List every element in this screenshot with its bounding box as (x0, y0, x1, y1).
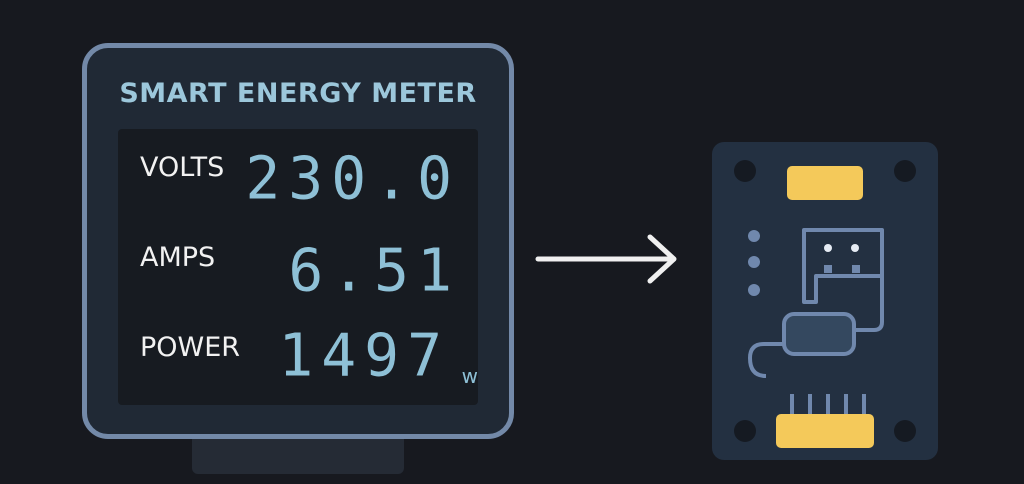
arrow-right-icon (535, 234, 677, 284)
indicator-dot (748, 256, 760, 268)
indicator-dot (748, 284, 760, 296)
bottom-connector (776, 414, 874, 448)
mount-hole (894, 420, 916, 442)
meter-display: VOLTS 230.0 AMPS 6.51 POWER 1497 w (118, 129, 478, 405)
mount-hole (734, 160, 756, 182)
volts-label: VOLTS (140, 152, 225, 183)
power-value: 1497 (278, 320, 450, 390)
top-connector (787, 166, 863, 200)
circuit-traces (747, 228, 884, 414)
energy-meter: SMART ENERGY METER VOLTS 230.0 AMPS 6.51… (82, 43, 514, 439)
mount-hole (894, 160, 916, 182)
circuit-board-icon (712, 142, 938, 460)
mount-hole (734, 420, 756, 442)
amps-label: AMPS (140, 242, 216, 273)
power-unit: w (461, 364, 478, 388)
indicator-dot (748, 230, 760, 242)
amps-value: 6.51 (288, 235, 460, 305)
meter-title: SMART ENERGY METER (119, 78, 477, 109)
volts-value: 230.0 (245, 143, 460, 213)
power-label: POWER (140, 332, 241, 363)
